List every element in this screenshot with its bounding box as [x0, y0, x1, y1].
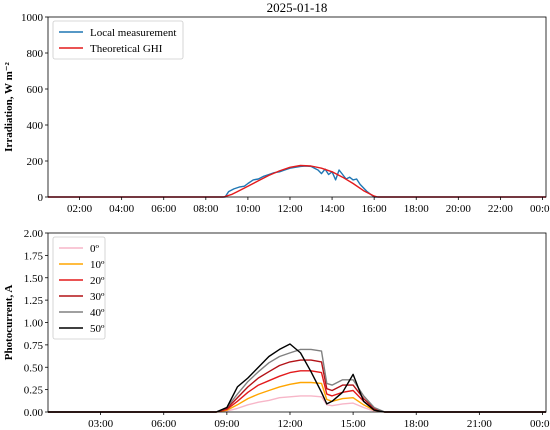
x-tick-label: 20:00 [446, 203, 472, 215]
y-tick-label: 400 [27, 120, 44, 132]
x-tick-label: 15:00 [341, 418, 367, 430]
plot-frame [47, 232, 547, 413]
x-tick-label: 12:00 [277, 203, 303, 215]
x-tick-label: 22:00 [488, 203, 514, 215]
legend-entry: 30º [90, 291, 105, 303]
series-line-2 [48, 164, 546, 198]
legend: 0º 10º 20º 30º 40º 50º [52, 236, 106, 340]
y-tick-label: 0.00 [24, 407, 44, 419]
y-tick-label: 1.50 [24, 273, 44, 285]
x-tick-label: 06:00 [151, 203, 177, 215]
x-tick-label: 10:00 [235, 203, 261, 215]
series-line-2 [48, 381, 546, 413]
y-tick-label: 0 [38, 192, 44, 204]
legend-box [52, 236, 106, 340]
y-tick-label: 1.75 [24, 250, 44, 262]
legend-entry: 10º [90, 259, 105, 271]
x-tick-label: 08:00 [193, 203, 219, 215]
x-tick-label: 14:00 [320, 203, 346, 215]
x-tick-label: 09:00 [214, 418, 240, 430]
x-tick-label: 18:00 [404, 418, 430, 430]
legend-entry: 0º [90, 243, 100, 255]
y-tick-label: 800 [27, 48, 44, 60]
panel-2: 0.00 0.25 0.50 0.75 1.00 1.25 1.50 1.75 2.00 03:0… [3, 228, 550, 430]
panel-1: 2025-01-18 0 200 400 600 800 1000 02:00 04:00 06:… [3, 0, 550, 215]
series-line-3 [48, 370, 546, 413]
series-line-4 [48, 359, 546, 413]
y-tick-label: 1.00 [24, 318, 44, 330]
x-tick-label: 18:00 [404, 203, 430, 215]
y-axis-label: Photocurrent, A [3, 285, 15, 361]
legend-entry: Local measurement [90, 27, 176, 39]
y-tick-label: 1.25 [24, 295, 44, 307]
plot-frame [47, 16, 547, 198]
y-tick-label: 0.50 [24, 362, 44, 374]
legend-entry: 40º [90, 307, 105, 319]
series-line-6 [48, 343, 546, 413]
series-group [48, 343, 546, 413]
series-group [48, 164, 546, 198]
x-tick-label: 03:00 [88, 418, 114, 430]
x-tick-label: 06:00 [151, 418, 177, 430]
y-tick-label: 600 [27, 84, 44, 96]
legend-entry: Theoretical GHI [90, 43, 163, 55]
x-tick-label: 04:00 [109, 203, 135, 215]
y-tick-label: 0.25 [24, 385, 44, 397]
x-tick-label: 12:00 [277, 418, 303, 430]
x-tick-label: 00:00 [530, 203, 550, 215]
series-line-5 [48, 348, 546, 413]
legend-entry: 50º [90, 323, 105, 335]
legend-box [52, 20, 184, 60]
legend-entry: 20º [90, 275, 105, 287]
y-tick-label: 0.75 [24, 340, 44, 352]
legend: Local measurement Theoretical GHI [52, 20, 184, 60]
x-tick-label: 21:00 [467, 418, 493, 430]
x-tick-label: 16:00 [362, 203, 388, 215]
chart-title: 2025-01-18 [267, 0, 328, 15]
y-tick-label: 2.00 [24, 228, 44, 240]
series-line-1 [48, 165, 546, 198]
y-tick-label: 1000 [21, 12, 44, 24]
y-tick-label: 200 [27, 156, 44, 168]
y-axis-label: Irradiation, W m⁻² [3, 61, 15, 151]
x-tick-label: 02:00 [67, 203, 93, 215]
series-line-1 [48, 395, 546, 413]
x-tick-label: 00:00 [530, 418, 550, 430]
